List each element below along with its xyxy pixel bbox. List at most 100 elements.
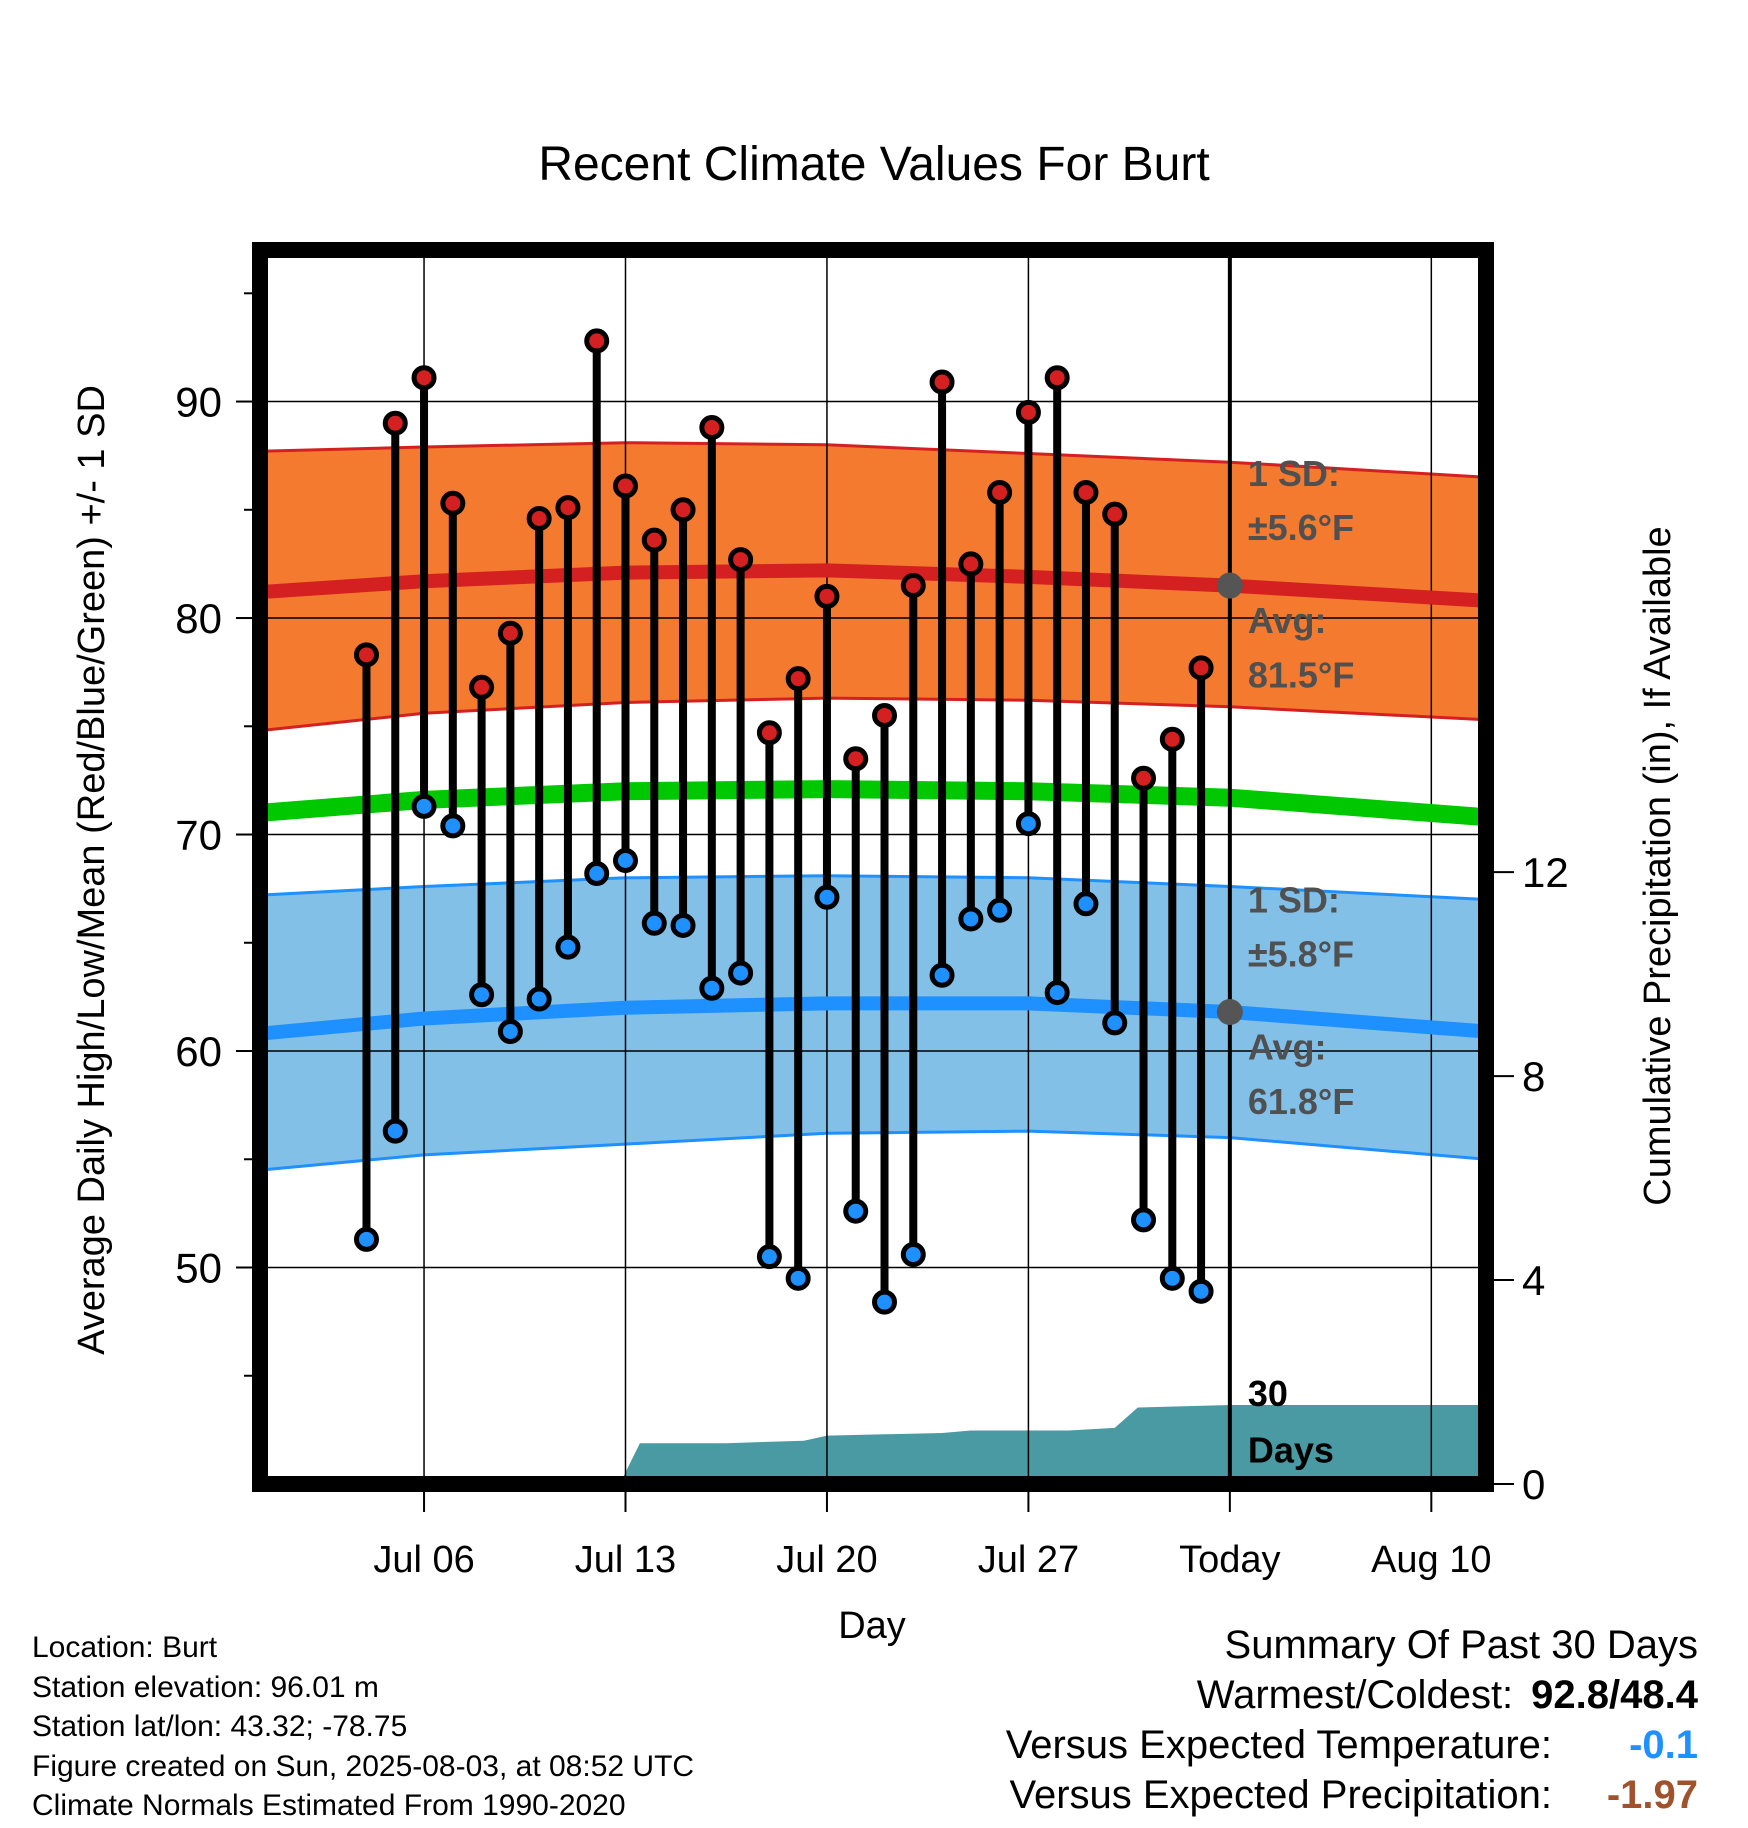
high-avg-value: 81.5°F bbox=[1248, 654, 1354, 695]
daily-high-point-24 bbox=[929, 369, 955, 395]
daily-low-point-14 bbox=[641, 910, 667, 936]
daily-low-point-8 bbox=[469, 982, 495, 1008]
daily-high-point-12 bbox=[584, 328, 610, 354]
high-sd-label: 1 SD: bbox=[1248, 453, 1340, 494]
daily-high-point-10 bbox=[526, 505, 552, 531]
daily-low-point-33 bbox=[1188, 1278, 1214, 1304]
daily-low-point-4 bbox=[353, 1226, 379, 1252]
normals-text: Climate Normals Estimated From 1990-2020 bbox=[32, 1789, 626, 1822]
y-axis-left-label: Average Daily High/Low/Mean (Red/Blue/Gr… bbox=[71, 385, 113, 1355]
daily-high-point-5 bbox=[382, 410, 408, 436]
daily-high-point-13 bbox=[612, 473, 638, 499]
daily-low-point-29 bbox=[1073, 891, 1099, 917]
precip-value: -1.97 bbox=[1606, 1773, 1698, 1817]
daily-low-point-27 bbox=[1015, 811, 1041, 837]
daily-low-point-24 bbox=[929, 962, 955, 988]
daily-high-point-7 bbox=[440, 490, 466, 516]
daily-high-point-4 bbox=[353, 642, 379, 668]
chart-title: Recent Climate Values For Burt bbox=[538, 138, 1209, 191]
y2-tick-label-0: 0 bbox=[1522, 1461, 1545, 1508]
today-high-marker bbox=[1216, 572, 1243, 599]
x-tick-label-13: Jul 13 bbox=[575, 1539, 676, 1581]
warmest-row: Warmest/Coldest: 92.8/48.4 bbox=[1006, 1670, 1698, 1720]
y-tick-label-80: 80 bbox=[175, 595, 222, 642]
daily-high-point-15 bbox=[670, 497, 696, 523]
location-text: Location: Burt bbox=[32, 1631, 218, 1664]
summary-title: Summary Of Past 30 Days bbox=[1224, 1623, 1698, 1667]
daily-high-point-19 bbox=[785, 666, 811, 692]
daily-low-point-20 bbox=[814, 884, 840, 910]
daily-high-point-30 bbox=[1102, 501, 1128, 527]
daily-low-point-5 bbox=[382, 1118, 408, 1144]
daily-low-point-19 bbox=[785, 1265, 811, 1291]
daily-high-point-23 bbox=[900, 573, 926, 599]
daily-high-point-25 bbox=[958, 551, 984, 577]
precip-label: Versus Expected Precipitation: bbox=[1009, 1773, 1552, 1817]
daily-high-point-14 bbox=[641, 527, 667, 553]
elevation-text: Station elevation: 96.01 m bbox=[32, 1670, 379, 1704]
x-tick-label-27: Jul 27 bbox=[978, 1539, 1079, 1581]
x-axis-label: Day bbox=[838, 1605, 906, 1647]
daily-low-point-10 bbox=[526, 986, 552, 1012]
high-avg-label: Avg: bbox=[1248, 600, 1327, 641]
daily-high-point-20 bbox=[814, 583, 840, 609]
daily-low-point-23 bbox=[900, 1242, 926, 1268]
daily-high-point-33 bbox=[1188, 655, 1214, 681]
x-tick-label-34: Today bbox=[1179, 1539, 1280, 1581]
y2-tick-label-4: 4 bbox=[1522, 1257, 1545, 1304]
created-text: Figure created on Sun, 2025-08-03, at 08… bbox=[32, 1749, 695, 1783]
daily-high-point-6 bbox=[411, 365, 437, 391]
y2-tick-label-8: 8 bbox=[1522, 1053, 1545, 1100]
y-axis-right-label: Cumulative Precipitation (in), If Availa… bbox=[1637, 526, 1679, 1205]
y-tick-label-60: 60 bbox=[175, 1028, 222, 1075]
daily-low-point-17 bbox=[728, 960, 754, 986]
daily-low-point-31 bbox=[1131, 1207, 1157, 1233]
daily-low-point-7 bbox=[440, 813, 466, 839]
temp-label: Versus Expected Temperature: bbox=[1005, 1723, 1552, 1767]
temp-value: -0.1 bbox=[1629, 1723, 1698, 1767]
daily-low-point-18 bbox=[756, 1244, 782, 1270]
daily-high-point-27 bbox=[1015, 399, 1041, 425]
daily-high-point-9 bbox=[497, 620, 523, 646]
daily-low-point-9 bbox=[497, 1019, 523, 1045]
daily-low-point-21 bbox=[843, 1198, 869, 1224]
y2-tick-label-12: 12 bbox=[1522, 849, 1569, 896]
x-tick-label-41: Aug 10 bbox=[1371, 1539, 1491, 1581]
high-sd-value: ±5.6°F bbox=[1248, 507, 1354, 548]
days-count-label: 30 bbox=[1248, 1373, 1288, 1414]
daily-high-point-21 bbox=[843, 746, 869, 772]
low-avg-value: 61.8°F bbox=[1248, 1081, 1354, 1122]
daily-high-point-32 bbox=[1159, 726, 1185, 752]
warmest-label: Warmest/Coldest: bbox=[1196, 1673, 1514, 1717]
low-sd-label: 1 SD: bbox=[1248, 879, 1340, 920]
daily-high-point-8 bbox=[469, 674, 495, 700]
daily-low-point-25 bbox=[958, 906, 984, 932]
summary-panel: Summary Of Past 30 Days Warmest/Coldest:… bbox=[1006, 1620, 1698, 1820]
daily-high-point-11 bbox=[555, 495, 581, 521]
daily-low-point-22 bbox=[872, 1289, 898, 1315]
daily-high-point-16 bbox=[699, 415, 725, 441]
x-tick-label-20: Jul 20 bbox=[776, 1539, 877, 1581]
precip-row: Versus Expected Precipitation: -1.97 bbox=[1006, 1770, 1698, 1820]
low-sd-value: ±5.8°F bbox=[1248, 934, 1354, 975]
x-tick-label-6: Jul 06 bbox=[373, 1539, 474, 1581]
station-info: Location: Burt Station elevation: 96.01 … bbox=[32, 1628, 694, 1826]
daily-low-point-11 bbox=[555, 934, 581, 960]
daily-low-point-15 bbox=[670, 912, 696, 938]
precip-area bbox=[260, 1405, 1486, 1484]
daily-low-point-28 bbox=[1044, 980, 1070, 1006]
daily-low-point-16 bbox=[699, 975, 725, 1001]
daily-high-point-28 bbox=[1044, 365, 1070, 391]
temp-row: Versus Expected Temperature: -0.1 bbox=[1006, 1720, 1698, 1770]
daily-high-point-18 bbox=[756, 720, 782, 746]
daily-low-point-30 bbox=[1102, 1010, 1128, 1036]
daily-low-point-12 bbox=[584, 860, 610, 886]
daily-high-point-29 bbox=[1073, 479, 1099, 505]
daily-low-point-32 bbox=[1159, 1265, 1185, 1291]
daily-low-point-6 bbox=[411, 793, 437, 819]
today-low-marker bbox=[1216, 999, 1243, 1026]
daily-high-point-26 bbox=[987, 479, 1013, 505]
daily-high-point-31 bbox=[1131, 765, 1157, 791]
days-word-label: Days bbox=[1248, 1429, 1334, 1470]
